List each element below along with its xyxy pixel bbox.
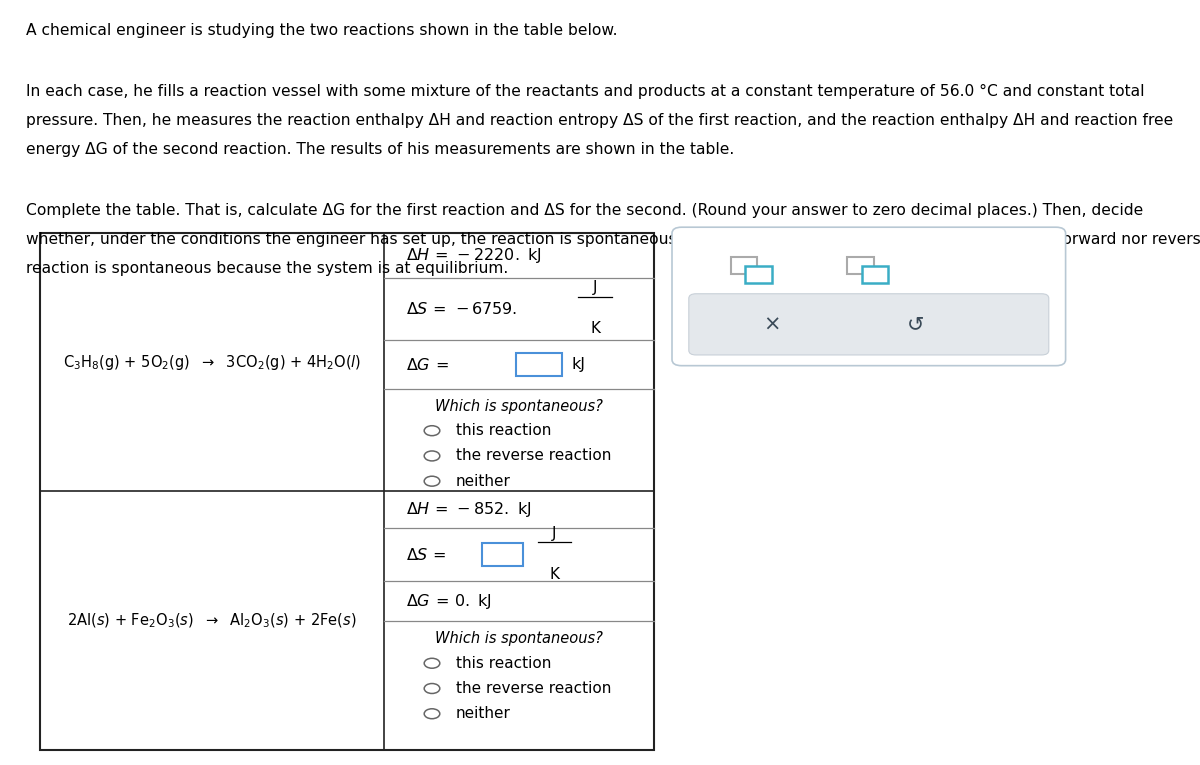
Bar bbox=[40, 233, 654, 750]
Bar bbox=[862, 266, 888, 283]
Bar bbox=[731, 257, 757, 274]
Text: reaction is spontaneous, or: reaction is spontaneous, or bbox=[775, 233, 997, 247]
Text: this reaction: this reaction bbox=[456, 656, 551, 671]
Circle shape bbox=[425, 658, 440, 669]
Text: whether, under the conditions the engineer has set up, the reaction is spontaneo: whether, under the conditions the engine… bbox=[26, 233, 718, 247]
Text: $\Delta H\,=\,-852.$ kJ: $\Delta H\,=\,-852.$ kJ bbox=[406, 500, 532, 519]
Text: J: J bbox=[593, 280, 598, 295]
Text: ×: × bbox=[763, 314, 780, 334]
Text: C$_3$H$_8$(g) + 5O$_2$(g)  $\rightarrow$  3CO$_2$(g) + 4H$_2$O($\it{l}$): C$_3$H$_8$(g) + 5O$_2$(g) $\rightarrow$ … bbox=[62, 353, 361, 372]
Circle shape bbox=[425, 476, 440, 487]
Text: reverse: reverse bbox=[718, 233, 775, 247]
Text: kJ: kJ bbox=[571, 357, 586, 372]
Text: A chemical engineer is studying the two reactions shown in the table below.: A chemical engineer is studying the two … bbox=[26, 23, 618, 38]
Circle shape bbox=[425, 708, 440, 719]
Text: $\Delta G\,=$: $\Delta G\,=$ bbox=[406, 356, 449, 373]
FancyBboxPatch shape bbox=[689, 294, 1049, 355]
Text: Complete the table. That is, calculate ΔG for the first reaction and ΔS for the : Complete the table. That is, calculate Δ… bbox=[26, 203, 1144, 218]
Text: ↺: ↺ bbox=[907, 314, 924, 334]
Text: forward nor reverse: forward nor reverse bbox=[1052, 233, 1200, 247]
Text: 2Al($\it{s}$) + Fe$_2$O$_3$($\it{s}$)  $\rightarrow$  Al$_2$O$_3$($\it{s}$) + 2F: 2Al($\it{s}$) + Fe$_2$O$_3$($\it{s}$) $\… bbox=[67, 611, 356, 630]
Circle shape bbox=[425, 451, 440, 461]
Text: J: J bbox=[552, 526, 557, 541]
Circle shape bbox=[425, 425, 440, 436]
Text: pressure. Then, he measures the reaction enthalpy ΔH and reaction entropy ΔS of : pressure. Then, he measures the reaction… bbox=[26, 113, 1174, 128]
Text: In each case, he fills a reaction vessel with some mixture of the reactants and : In each case, he fills a reaction vessel… bbox=[26, 84, 1145, 99]
Text: neither: neither bbox=[456, 474, 511, 489]
Text: the reverse reaction: the reverse reaction bbox=[456, 681, 611, 696]
Bar bbox=[482, 543, 523, 566]
Text: the reverse reaction: the reverse reaction bbox=[456, 448, 611, 464]
Text: K: K bbox=[590, 321, 600, 337]
Bar bbox=[745, 266, 772, 283]
Text: K: K bbox=[550, 567, 559, 582]
Text: neither: neither bbox=[456, 706, 511, 721]
Text: $\Delta S\,=\,-6759.$: $\Delta S\,=\,-6759.$ bbox=[406, 301, 516, 317]
Circle shape bbox=[425, 684, 440, 693]
Text: energy ΔG of the second reaction. The results of his measurements are shown in t: energy ΔG of the second reaction. The re… bbox=[26, 142, 734, 157]
Text: reaction is spontaneous because the system is at equilibrium.: reaction is spontaneous because the syst… bbox=[26, 262, 509, 276]
Text: neither: neither bbox=[997, 233, 1052, 247]
Text: Which is spontaneous?: Which is spontaneous? bbox=[436, 631, 602, 646]
Bar bbox=[516, 353, 562, 376]
FancyBboxPatch shape bbox=[672, 227, 1066, 366]
Text: $\Delta G\,=\,0.$ kJ: $\Delta G\,=\,0.$ kJ bbox=[406, 592, 492, 610]
Text: this reaction: this reaction bbox=[456, 423, 551, 438]
Text: $\Delta H\,=\,-2220.$ kJ: $\Delta H\,=\,-2220.$ kJ bbox=[406, 246, 541, 265]
Text: Which is spontaneous?: Which is spontaneous? bbox=[436, 399, 602, 414]
Text: $\Delta S\,=$: $\Delta S\,=$ bbox=[406, 547, 446, 562]
Bar bbox=[847, 257, 874, 274]
